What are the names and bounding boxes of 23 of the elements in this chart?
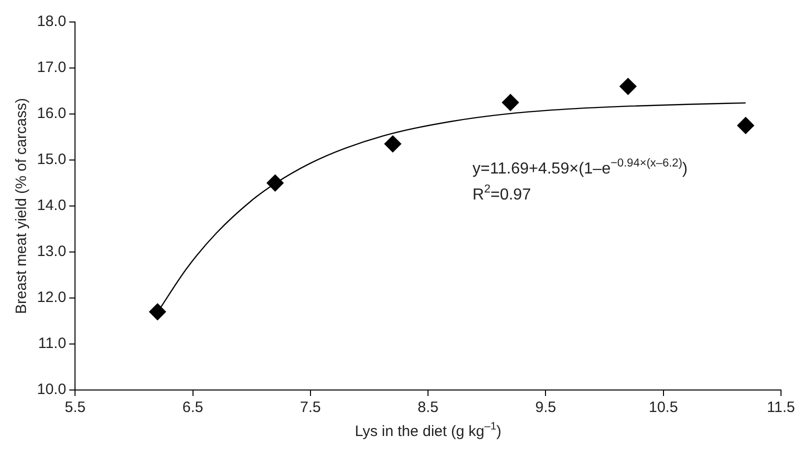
y-tick-label: 17.0 (36, 59, 66, 76)
point (266, 174, 284, 192)
x-tick-label: 11.5 (766, 399, 796, 416)
point (737, 117, 754, 134)
x-tick-label: 5.5 (64, 399, 86, 416)
y-tick-label: 11.0 (38, 335, 66, 352)
point (620, 78, 637, 95)
y-tick-label: 13.0 (36, 243, 66, 260)
y-tick-label: 14.0 (36, 197, 66, 214)
point (502, 94, 519, 111)
point (149, 303, 166, 320)
y-axis-title: Breast meat yield (% of carcass) (13, 98, 30, 314)
x-tick-label: 9.5 (535, 399, 556, 416)
y-tick-label: 15.0 (36, 151, 66, 168)
y-tick-label: 18.0 (36, 13, 66, 30)
x-tick-label: 8.5 (418, 399, 439, 416)
y-tick-label: 10.0 (36, 381, 66, 398)
x-tick-label: 10.5 (648, 399, 678, 416)
x-tick-label: 7.5 (300, 399, 321, 416)
y-tick-label: 12.0 (36, 289, 66, 306)
y-tick-label: 16.0 (36, 105, 66, 122)
x-tick-label: 6.5 (182, 399, 204, 416)
point (384, 135, 402, 152)
